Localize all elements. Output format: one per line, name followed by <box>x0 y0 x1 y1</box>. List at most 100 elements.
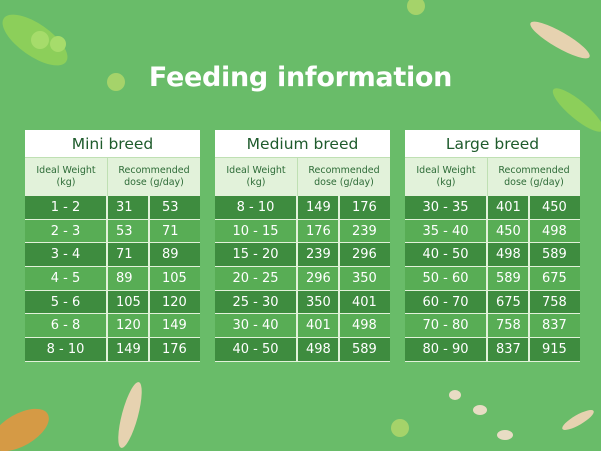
table-cell: 70 - 80 <box>405 314 488 339</box>
table-cell: 450 <box>488 219 530 244</box>
table-cell: 53 <box>150 196 200 220</box>
table-cell: 239 <box>298 243 340 268</box>
table-cell: 30 - 40 <box>215 314 298 339</box>
table-cell: 589 <box>488 267 530 291</box>
feeding-table: Large breed Ideal Weight (kg) Recommended … <box>405 130 580 362</box>
biscuit <box>0 408 49 451</box>
wheat <box>562 410 594 430</box>
table-cell: 120 <box>108 314 150 339</box>
table-cell: 89 <box>108 267 150 291</box>
table-cell: 105 <box>108 290 150 315</box>
table-cell: 401 <box>488 196 530 220</box>
table-cell: 498 <box>340 314 390 339</box>
table-cell: 296 <box>298 267 340 291</box>
table-cell: 71 <box>108 243 150 268</box>
table-row: 3 - 4 71 89 <box>25 243 200 268</box>
wheat <box>118 382 142 448</box>
feeding-table: Mini breed Ideal Weight (kg) Recommended d… <box>25 130 200 362</box>
table-row: 2 - 3 53 71 <box>25 219 200 244</box>
table-cell: 1 - 2 <box>25 196 108 220</box>
table-header: Ideal Weight (kg) Recommended dose (g/day… <box>215 157 390 196</box>
table-cell: 35 - 40 <box>405 219 488 244</box>
table-cell: 149 <box>150 314 200 339</box>
pea <box>391 419 409 437</box>
table-header: Ideal Weight (kg) Recommended dose (g/day… <box>405 157 580 196</box>
table-cell: 498 <box>298 338 340 362</box>
table-row: 8 - 10 149 176 <box>25 338 200 362</box>
oat <box>449 390 461 400</box>
table-row: 35 - 40 450 498 <box>405 219 580 244</box>
table-row: 6 - 8 120 149 <box>25 314 200 339</box>
table-cell: 837 <box>530 314 580 339</box>
pea <box>107 73 125 91</box>
table-cell: 40 - 50 <box>405 243 488 268</box>
table-cell: 498 <box>530 220 580 244</box>
table-row: 25 - 30 350 401 <box>215 290 390 315</box>
table-cell: 450 <box>530 196 580 220</box>
pea-pod <box>552 88 601 132</box>
table-cell: 40 - 50 <box>215 338 298 362</box>
table-row: 60 - 70 675 758 <box>405 290 580 315</box>
table-title: Large breed <box>405 130 580 157</box>
table-cell: 15 - 20 <box>215 243 298 268</box>
table-cell: 71 <box>150 220 200 244</box>
table-cell: 758 <box>530 291 580 315</box>
table-cell: 4 - 5 <box>25 267 108 291</box>
table-cell: 25 - 30 <box>215 290 298 315</box>
table-cell: 149 <box>298 196 340 220</box>
table-cell: 675 <box>488 290 530 315</box>
table-cell: 498 <box>488 243 530 268</box>
feeding-table: Medium breed Ideal Weight (kg) Recommended… <box>215 130 390 362</box>
table-row: 5 - 6 105 120 <box>25 290 200 315</box>
table-cell: 30 - 35 <box>405 196 488 220</box>
table-cell: 89 <box>150 243 200 268</box>
table-cell: 401 <box>298 314 340 339</box>
table-row: 40 - 50 498 589 <box>215 338 390 362</box>
table-cell: 10 - 15 <box>215 219 298 244</box>
table-header: Ideal Weight (kg) Recommended dose (g/day… <box>25 157 200 196</box>
table-cell: 20 - 25 <box>215 267 298 291</box>
table-cell: 60 - 70 <box>405 290 488 315</box>
table-cell: 239 <box>340 220 390 244</box>
table-cell: 589 <box>530 243 580 268</box>
table-row: 8 - 10 149 176 <box>215 196 390 220</box>
oat <box>473 405 487 415</box>
table-cell: 50 - 60 <box>405 267 488 291</box>
table-cell: 915 <box>530 338 580 362</box>
table-cell: 2 - 3 <box>25 219 108 244</box>
table-cell: 8 - 10 <box>25 338 108 362</box>
table-cell: 8 - 10 <box>215 196 298 220</box>
table-row: 30 - 35 401 450 <box>405 196 580 220</box>
table-row: 10 - 15 176 239 <box>215 219 390 244</box>
table-title: Medium breed <box>215 130 390 157</box>
table-row: 1 - 2 31 53 <box>25 196 200 220</box>
column-header: Recommended dose (g/day) <box>308 165 380 188</box>
table-row: 50 - 60 589 675 <box>405 267 580 291</box>
column-header: Ideal Weight (kg) <box>25 158 108 196</box>
table-title: Mini breed <box>25 130 200 157</box>
table-cell: 837 <box>488 338 530 362</box>
table-row: 20 - 25 296 350 <box>215 267 390 291</box>
table-cell: 675 <box>530 267 580 291</box>
table-row: 40 - 50 498 589 <box>405 243 580 268</box>
table-row: 80 - 90 837 915 <box>405 338 580 362</box>
column-header: Ideal Weight (kg) <box>405 158 488 196</box>
pea <box>50 36 66 52</box>
table-cell: 149 <box>108 338 150 362</box>
table-cell: 176 <box>150 338 200 362</box>
table-row: 15 - 20 239 296 <box>215 243 390 268</box>
table-cell: 350 <box>298 290 340 315</box>
table-cell: 6 - 8 <box>25 314 108 339</box>
wheat <box>530 21 590 59</box>
title: Feeding information <box>148 62 453 93</box>
table-cell: 3 - 4 <box>25 243 108 268</box>
column-header: Recommended dose (g/day) <box>498 165 570 188</box>
table-cell: 53 <box>108 219 150 244</box>
table-cell: 401 <box>340 291 390 315</box>
oat <box>497 430 513 440</box>
table-cell: 120 <box>150 291 200 315</box>
table-cell: 589 <box>340 338 390 362</box>
table-row: 70 - 80 758 837 <box>405 314 580 339</box>
